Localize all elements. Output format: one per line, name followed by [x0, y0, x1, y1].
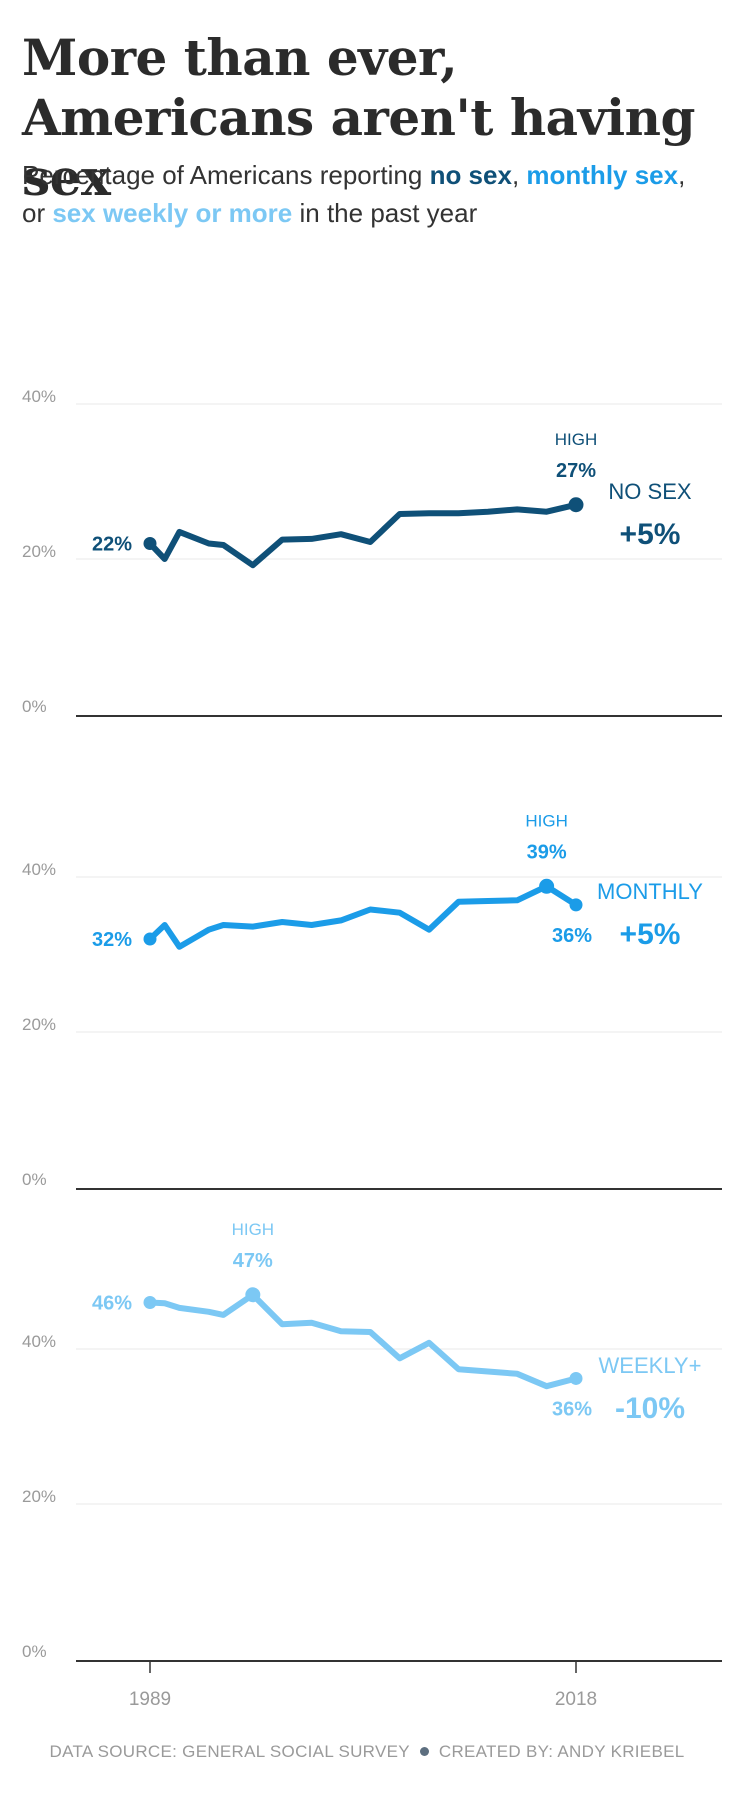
high-point: [539, 878, 555, 894]
subtitle-sep2: ,: [678, 160, 686, 190]
subtitle-prefix: Percentage of Americans reporting: [22, 160, 430, 190]
change-label: -10%: [615, 1392, 685, 1425]
created-by: CREATED BY: ANDY KRIEBEL: [438, 1742, 685, 1761]
high-point: [245, 1287, 261, 1303]
y-tick-label: 40%: [22, 1332, 56, 1351]
y-tick-label: 20%: [22, 1487, 56, 1506]
end-point: [569, 1371, 583, 1385]
line-chart: 0% 20% 40% 22% HIGH 27% NO SEX +5% 0% 20% 40% 32% HI…: [22, 387, 722, 1710]
subtitle-suffix: in the past year: [292, 198, 478, 228]
end-value-label: 36%: [552, 925, 592, 947]
chart-subtitle: Percentage of Americans reporting no sex…: [22, 156, 722, 232]
y-tick-label: 0%: [22, 1642, 47, 1661]
high-label: HIGH: [232, 1220, 275, 1239]
high-point: [568, 497, 584, 513]
start-point: [143, 537, 157, 550]
subtitle-weekly: sex weekly or more: [52, 198, 293, 228]
x-tick-label: 2018: [555, 1689, 597, 1710]
series-line-monthly: [147, 883, 579, 950]
high-value-label: 47%: [233, 1250, 273, 1272]
footer: DATA SOURCE: GENERAL SOCIAL SURVEY CREATE…: [0, 1742, 734, 1762]
high-value-label: 27%: [556, 460, 596, 482]
end-point: [569, 898, 583, 912]
subtitle-or: or: [22, 198, 53, 228]
series-name-label: MONTHLY: [597, 879, 703, 904]
y-tick-label: 0%: [22, 1170, 47, 1189]
y-tick-label: 40%: [22, 387, 56, 406]
start-value-label: 22%: [92, 534, 132, 556]
series-name-label: WEEKLY+: [599, 1353, 702, 1378]
chart-title: More than ever, Americans aren't having …: [22, 28, 695, 207]
start-value-label: 46%: [92, 1293, 132, 1315]
subtitle-no-sex: no sex: [429, 160, 512, 190]
start-point: [143, 932, 157, 946]
start-value-label: 32%: [92, 929, 132, 951]
y-tick-label: 40%: [22, 860, 56, 879]
series-name-label: NO SEX: [608, 479, 691, 504]
series-line-no_sex: [147, 501, 579, 569]
separator-dot-icon: [419, 1746, 429, 1756]
x-tick-label: 1989: [129, 1689, 171, 1710]
start-point: [143, 1296, 157, 1309]
data-source: DATA SOURCE: GENERAL SOCIAL SURVEY: [49, 1742, 410, 1761]
change-label: +5%: [620, 518, 681, 551]
high-label: HIGH: [525, 811, 568, 830]
y-tick-label: 20%: [22, 542, 56, 561]
high-value-label: 39%: [527, 841, 567, 863]
change-label: +5%: [620, 918, 681, 951]
series-line-weekly: [147, 1291, 579, 1390]
subtitle-monthly: monthly sex: [526, 160, 679, 190]
y-tick-label: 0%: [22, 697, 47, 716]
y-tick-label: 20%: [22, 1015, 56, 1034]
subtitle-sep1: ,: [511, 160, 527, 190]
end-value-label: 36%: [552, 1398, 592, 1420]
high-label: HIGH: [555, 430, 598, 449]
